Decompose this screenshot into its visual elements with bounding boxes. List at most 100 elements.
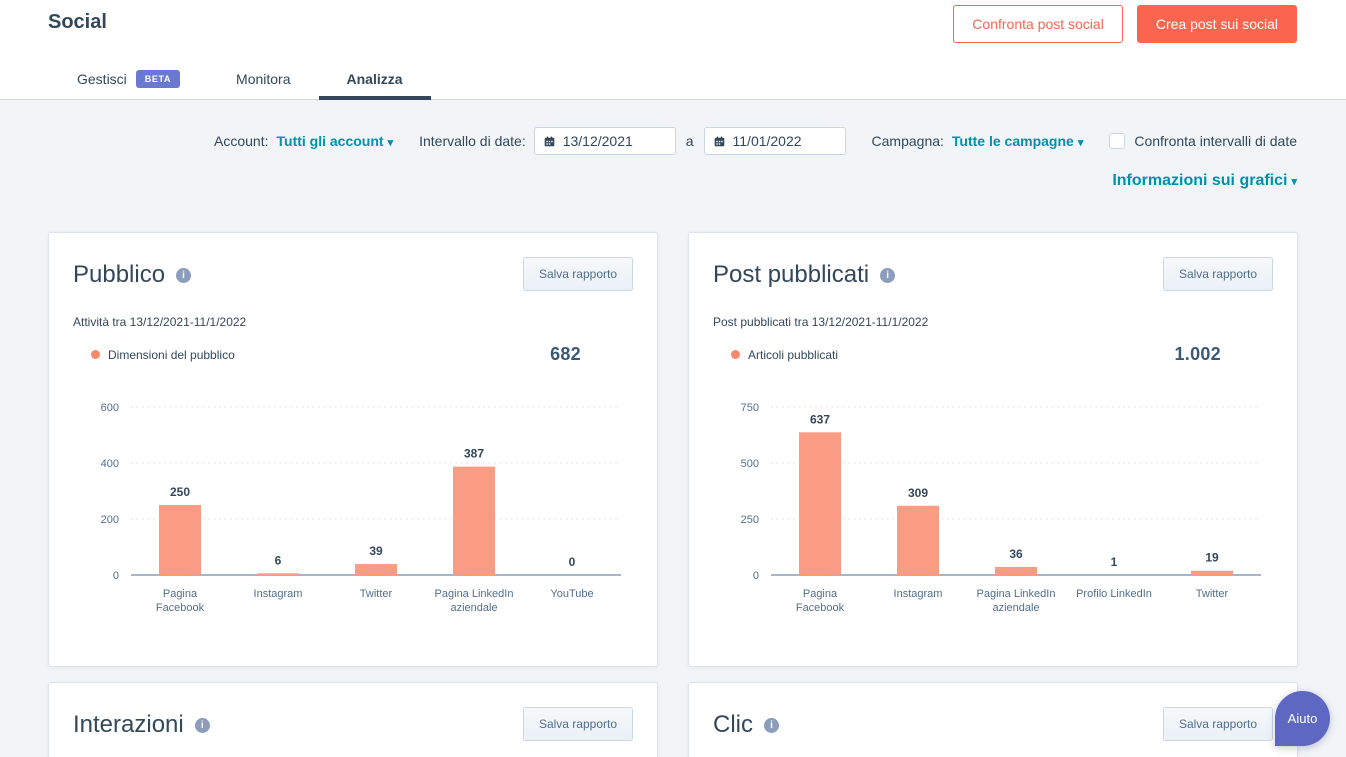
category-label: Pagina — [803, 588, 838, 600]
tab-gestisci[interactable]: Gestisci BETA — [49, 58, 208, 100]
category-label: aziendale — [450, 602, 497, 614]
bar-value-label: 19 — [1205, 551, 1219, 565]
bar-value-label: 39 — [369, 544, 383, 558]
clicks-card: Clic i Salva rapporto — [688, 682, 1298, 757]
legend-dot — [731, 350, 740, 359]
chevron-down-icon: ▾ — [1291, 176, 1297, 188]
account-dropdown[interactable]: Tutti gli account ▾ — [276, 133, 394, 149]
audience-legend-label: Dimensioni del pubblico — [108, 347, 235, 362]
category-label: YouTube — [550, 588, 593, 600]
category-label: Pagina LinkedIn — [435, 588, 514, 600]
bar-Instagram[interactable] — [897, 505, 939, 575]
y-tick-label: 200 — [101, 514, 119, 526]
post-pubblicati-chart-svg: 0 250 500 750 637 Pagina Facebook 309 Instagram 3… — [741, 402, 1261, 614]
published-posts-total: 1.002 — [1174, 344, 1221, 364]
published-posts-card: Post pubblicati i Salva rapporto Post pu… — [688, 232, 1298, 667]
calendar-icon — [544, 136, 555, 146]
campaign-dropdown[interactable]: Tutte le campagne ▾ — [951, 133, 1084, 149]
y-tick-label: 0 — [753, 570, 759, 582]
compare-social-posts-button[interactable]: Confronta post social — [953, 5, 1123, 43]
beta-badge: BETA — [135, 70, 181, 88]
campaign-label: Campagna: — [871, 133, 944, 149]
published-posts-card-title: Post pubblicati — [713, 261, 870, 288]
page-header: Social Confronta post social Crea post s… — [0, 0, 1346, 100]
bar-Instagram[interactable] — [257, 573, 299, 575]
category-label: Twitter — [360, 588, 393, 600]
category-label: Pagina LinkedIn — [977, 588, 1056, 600]
bar-value-label: 250 — [170, 485, 190, 499]
date-from-field[interactable] — [562, 133, 666, 149]
audience-subtitle: Attività tra 13/12/2021-11/1/2022 — [73, 315, 247, 329]
bar-value-label: 637 — [810, 412, 830, 426]
interactions-card-title: Interazioni — [73, 711, 184, 738]
bar-Twitter[interactable] — [1191, 570, 1233, 575]
category-label: Profilo LinkedIn — [1076, 588, 1152, 600]
bar-value-label: 1 — [1111, 555, 1118, 569]
date-from-input[interactable] — [533, 127, 676, 155]
header-actions: Confronta post social Crea post sui soci… — [953, 5, 1297, 43]
info-icon[interactable]: i — [764, 717, 779, 733]
tab-monitora-label: Monitora — [236, 71, 291, 87]
info-icon[interactable]: i — [176, 267, 192, 283]
published-posts-legend-label: Articoli pubblicati — [748, 347, 839, 362]
tab-gestisci-label: Gestisci — [77, 71, 127, 87]
help-button[interactable]: Aiuto — [1275, 691, 1330, 746]
audience-chart: 0 200 400 600 250 Pagina Facebook 6 Instagram 39 T… — [73, 395, 633, 626]
save-report-button[interactable]: Salva rapporto — [1162, 257, 1273, 291]
date-range-filter: Intervallo di date: a — [419, 127, 846, 155]
tab-bar: Gestisci BETA Monitora Analizza — [49, 58, 431, 100]
bar-value-label: 0 — [569, 555, 576, 569]
date-to-field[interactable] — [732, 133, 836, 149]
bar-Pagina Facebook[interactable] — [799, 432, 841, 575]
compare-date-ranges-checkbox[interactable] — [1109, 133, 1126, 149]
save-report-button[interactable]: Salva rapporto — [522, 707, 633, 741]
account-filter: Account: Tutti gli account ▾ — [214, 133, 393, 149]
date-range-label: Intervallo di date: — [419, 133, 526, 149]
save-report-button[interactable]: Salva rapporto — [522, 257, 633, 291]
save-report-button[interactable]: Salva rapporto — [1162, 707, 1273, 741]
audience-total: 682 — [550, 344, 581, 364]
tab-analizza-label: Analizza — [346, 71, 403, 87]
bar-value-label: 387 — [464, 447, 484, 461]
y-tick-label: 0 — [113, 570, 119, 582]
chevron-down-icon: ▾ — [1077, 137, 1084, 149]
bar-value-label: 36 — [1009, 547, 1023, 561]
compare-date-ranges-label: Confronta intervalli di date — [1134, 133, 1297, 149]
published-posts-subtitle: Post pubblicati tra 13/12/2021-11/1/2022 — [713, 315, 929, 329]
bar-value-label: 6 — [275, 553, 282, 567]
campaign-filter: Campagna: Tutte le campagne ▾ — [872, 133, 1084, 149]
category-label: Facebook — [796, 602, 845, 614]
account-label: Account: — [214, 133, 269, 149]
category-label: Instagram — [894, 588, 943, 600]
legend-dot — [91, 350, 100, 359]
chart-info-link[interactable]: Informazioni sui grafici ▾ — [1112, 172, 1297, 189]
y-tick-label: 600 — [101, 402, 119, 414]
info-icon[interactable]: i — [194, 717, 210, 733]
category-label: aziendale — [992, 602, 1039, 614]
date-to-input[interactable] — [703, 127, 846, 155]
chart-info-row: Informazioni sui grafici ▾ — [0, 155, 1346, 190]
chevron-down-icon: ▾ — [387, 137, 394, 149]
page-title: Social — [48, 11, 107, 33]
tab-analizza[interactable]: Analizza — [318, 58, 431, 100]
filter-bar: Account: Tutti gli account ▾ Intervallo d… — [0, 100, 1346, 155]
bar-Pagina LinkedIn aziendale[interactable] — [453, 466, 495, 575]
clicks-card-title: Clic — [713, 711, 753, 738]
pubblico-chart-svg: 0 200 400 600 250 Pagina Facebook 6 Instagram 39 T… — [101, 402, 621, 614]
create-social-post-button[interactable]: Crea post sui social — [1136, 5, 1297, 43]
category-label: Instagram — [254, 588, 303, 600]
bar-Twitter[interactable] — [355, 564, 397, 575]
bar-Pagina Facebook[interactable] — [159, 505, 201, 575]
tab-monitora[interactable]: Monitora — [208, 58, 318, 100]
audience-card: Pubblico i Salva rapporto Attività tra 1… — [48, 232, 658, 667]
compare-date-ranges-group: Confronta intervalli di date — [1109, 133, 1297, 149]
y-tick-label: 750 — [741, 402, 759, 414]
calendar-icon — [714, 136, 724, 146]
interactions-card: Interazioni i Salva rapporto — [48, 682, 658, 757]
bar-Pagina LinkedIn aziendale[interactable] — [995, 566, 1037, 575]
report-cards-grid: Pubblico i Salva rapporto Attività tra 1… — [0, 232, 1346, 757]
info-icon[interactable]: i — [880, 267, 896, 283]
category-label: Facebook — [156, 602, 205, 614]
y-tick-label: 500 — [741, 458, 759, 470]
category-label: Pagina — [163, 588, 198, 600]
